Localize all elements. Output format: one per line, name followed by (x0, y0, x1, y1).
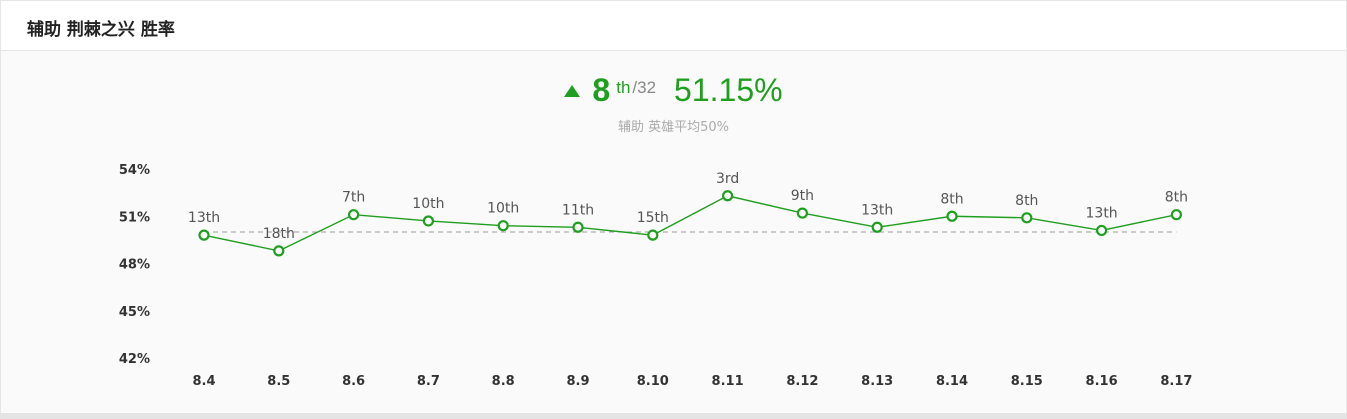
rank-label: 10th (412, 196, 444, 212)
data-point (796, 207, 809, 219)
panel-header: 辅助 荆棘之兴 胜率 (1, 1, 1346, 51)
data-point (1021, 212, 1033, 224)
rank-suffix: th (616, 78, 631, 97)
x-tick-label: 8.14 (936, 374, 968, 389)
data-point (198, 229, 210, 241)
rank-total: /32 (632, 78, 657, 97)
x-tick-label: 8.4 (192, 374, 215, 389)
rank-number: 8 (592, 72, 611, 108)
x-tick-label: 8.13 (861, 374, 893, 389)
rank-label: 8th (1015, 193, 1038, 209)
rank-label: 8th (1165, 190, 1188, 206)
y-tick-label: 51% (119, 210, 150, 225)
panel-title: 辅助 荆棘之兴 胜率 (27, 20, 175, 40)
x-tick-label: 8.17 (1160, 374, 1192, 389)
rank-label: 13th (1086, 205, 1118, 221)
rank-label: 8th (940, 191, 963, 207)
data-point (1095, 224, 1108, 237)
data-point (572, 221, 584, 233)
x-tick-label: 8.12 (786, 374, 818, 389)
data-point (721, 190, 734, 202)
data-point (946, 210, 958, 222)
y-tick-label: 48% (119, 258, 150, 273)
y-tick-label: 54% (119, 163, 150, 178)
average-subtitle: 辅助 英雄平均50% (617, 120, 730, 135)
x-tick-label: 8.11 (712, 374, 744, 389)
x-tick-label: 8.9 (566, 374, 589, 389)
rank-label: 3rd (716, 171, 739, 187)
rank-label: 11th (562, 202, 594, 218)
triangle-up-icon (564, 85, 581, 97)
rank-label: 13th (861, 202, 893, 218)
y-tick-label: 45% (119, 305, 150, 320)
data-point (422, 215, 434, 227)
y-tick-label: 42% (119, 352, 150, 367)
rank-label: 13th (188, 210, 220, 226)
rank-label: 18th (263, 226, 295, 242)
rank-label: 9th (791, 188, 814, 204)
x-tick-label: 8.7 (417, 374, 440, 389)
series-line (203, 195, 1177, 252)
rank-summary: 8 th /32 51.15% (0, 66, 1347, 110)
x-tick-label: 8.16 (1086, 374, 1118, 389)
x-tick-label: 8.5 (267, 374, 290, 389)
x-tick-label: 8.10 (637, 374, 669, 389)
data-point (348, 209, 360, 221)
rank-label: 15th (637, 210, 669, 226)
rank-label: 10th (487, 201, 519, 217)
data-point (1170, 209, 1183, 221)
x-tick-label: 8.6 (342, 374, 365, 389)
win-rate-value: 51.15% (674, 72, 783, 108)
bottom-divider (0, 413, 1347, 419)
data-point (273, 245, 285, 257)
data-point (871, 221, 883, 233)
x-tick-label: 8.8 (492, 374, 515, 389)
x-tick-label: 8.15 (1011, 374, 1043, 389)
data-point (647, 229, 659, 241)
data-point (497, 220, 509, 232)
rank-label: 7th (342, 190, 365, 206)
